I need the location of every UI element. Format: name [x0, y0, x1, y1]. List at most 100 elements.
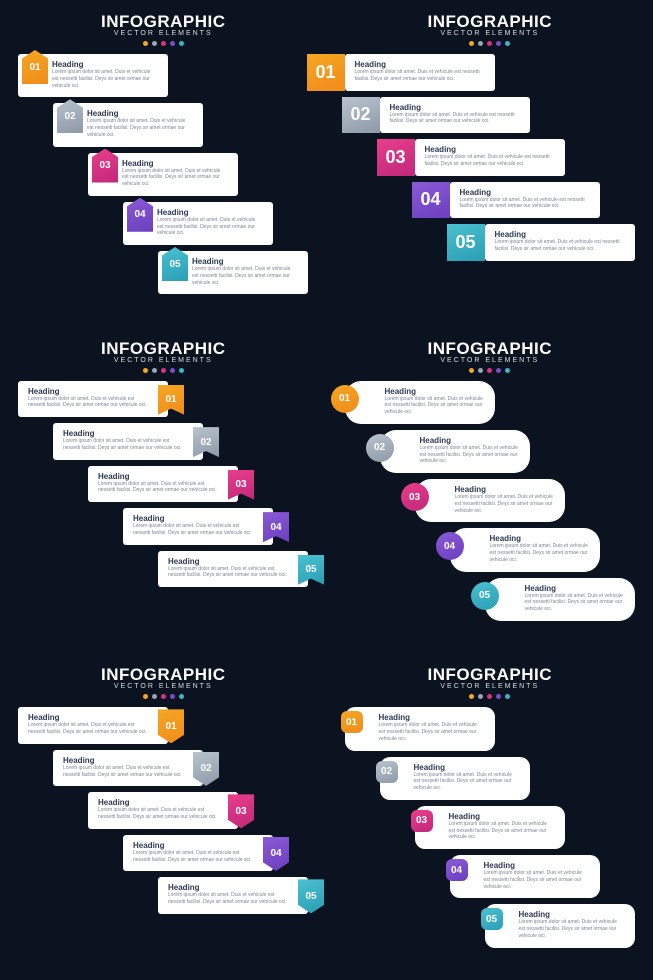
dot — [469, 368, 474, 373]
dot — [179, 41, 184, 46]
title: INFOGRAPHIC — [335, 339, 646, 359]
title: INFOGRAPHIC — [8, 665, 319, 685]
step-heading: Heading — [133, 514, 253, 523]
step-card: 02HeadingLorem ipsum dolor sit amet. Dui… — [53, 423, 203, 460]
step-heading: Heading — [385, 387, 485, 396]
step-body: Lorem ipsum dolor sit amet. Duis et vehi… — [122, 168, 228, 188]
dot — [161, 694, 166, 699]
step-heading: Heading — [449, 812, 555, 821]
step-body: Lorem ipsum dolor sit amet. Duis et vehi… — [385, 396, 485, 416]
step-heading: Heading — [52, 60, 158, 69]
step-body: Lorem ipsum dolor sit amet. Duis et vehi… — [414, 772, 520, 792]
step-body: Lorem ipsum dolor sit amet. Duis et vehi… — [519, 919, 625, 939]
step-heading: Heading — [192, 257, 298, 266]
dot — [143, 368, 148, 373]
step-heading: Heading — [133, 841, 253, 850]
infographic-panel: INFOGRAPHICVECTOR ELEMENTS 01HeadingLorem… — [327, 327, 653, 654]
panel-header: INFOGRAPHICVECTOR ELEMENTS — [335, 12, 646, 46]
step-body: Lorem ipsum dolor sit amet. Duis et vehi… — [63, 438, 183, 452]
step-card: 01HeadingLorem ipsum dolor sit amet. Dui… — [18, 707, 168, 744]
step-card: 04HeadingLorem ipsum dolor sit amet. Dui… — [450, 855, 600, 898]
step-card: 05HeadingLorem ipsum dolor sit amet. Dui… — [485, 904, 635, 947]
step-card: 03HeadingLorem ipsum dolor sit amet. Dui… — [88, 466, 238, 503]
panel-header: INFOGRAPHICVECTOR ELEMENTS — [8, 12, 319, 46]
step-heading: Heading — [460, 188, 590, 197]
dot — [496, 694, 501, 699]
panel-header: INFOGRAPHICVECTOR ELEMENTS — [335, 339, 646, 373]
step-number-badge: 03 — [377, 139, 415, 176]
step-card: 05HeadingLorem ipsum dolor sit amet. Dui… — [158, 551, 308, 588]
subtitle: VECTOR ELEMENTS — [335, 357, 646, 364]
step-number-badge: 01 — [22, 50, 48, 84]
dot — [170, 41, 175, 46]
step-body: Lorem ipsum dolor sit amet. Duis et vehi… — [28, 396, 148, 410]
step-number-badge: 04 — [127, 198, 153, 232]
step-card: 03HeadingLorem ipsum dolor sit amet. Dui… — [415, 479, 565, 522]
subtitle: VECTOR ELEMENTS — [8, 683, 319, 690]
step-heading: Heading — [495, 230, 625, 239]
step-body: Lorem ipsum dolor sit amet. Duis et vehi… — [28, 722, 148, 736]
step-card: 05HeadingLorem ipsum dolor sit amet. Dui… — [158, 251, 308, 294]
panel-header: INFOGRAPHICVECTOR ELEMENTS — [8, 339, 319, 373]
step-body: Lorem ipsum dolor sit amet. Duis et vehi… — [420, 445, 520, 465]
step-heading: Heading — [157, 208, 263, 217]
dot — [478, 694, 483, 699]
dot — [496, 368, 501, 373]
dot — [487, 368, 492, 373]
step-body: Lorem ipsum dolor sit amet. Duis et vehi… — [460, 197, 590, 211]
step-card: 05HeadingLorem ipsum dolor sit amet. Dui… — [158, 877, 308, 914]
panel-header: INFOGRAPHICVECTOR ELEMENTS — [8, 665, 319, 699]
step-card: 04HeadingLorem ipsum dolor sit amet. Dui… — [123, 202, 273, 245]
step-card: 05HeadingLorem ipsum dolor sit amet. Dui… — [485, 578, 635, 621]
step-number-badge: 03 — [228, 470, 254, 500]
dot — [505, 368, 510, 373]
dot — [152, 694, 157, 699]
step-body: Lorem ipsum dolor sit amet. Duis et vehi… — [168, 892, 288, 906]
infographic-panel: INFOGRAPHICVECTOR ELEMENTS01HeadingLorem… — [0, 327, 327, 654]
step-card: 02HeadingLorem ipsum dolor sit amet. Dui… — [380, 97, 530, 134]
step-heading: Heading — [168, 557, 288, 566]
step-heading: Heading — [455, 485, 555, 494]
step-card: 03HeadingLorem ipsum dolor sit amet. Dui… — [88, 153, 238, 196]
step-number-badge: 04 — [436, 532, 464, 560]
step-number-badge: 04 — [446, 859, 468, 881]
dot — [170, 368, 175, 373]
step-card: 01HeadingLorem ipsum dolor sit amet. Dui… — [345, 381, 495, 424]
infographic-panel: INFOGRAPHICVECTOR ELEMENTS01HeadingLorem… — [327, 653, 653, 980]
dot — [143, 41, 148, 46]
step-number-badge: 04 — [263, 512, 289, 542]
dot — [170, 694, 175, 699]
step-card: 03HeadingLorem ipsum dolor sit amet. Dui… — [415, 139, 565, 176]
dots-row — [8, 368, 319, 373]
step-number-badge: 04 — [263, 837, 289, 871]
step-body: Lorem ipsum dolor sit amet. Duis et vehi… — [484, 870, 590, 890]
step-heading: Heading — [63, 429, 183, 438]
title: INFOGRAPHIC — [8, 339, 319, 359]
step-heading: Heading — [63, 756, 183, 765]
step-body: Lorem ipsum dolor sit amet. Duis et vehi… — [157, 217, 263, 237]
title: INFOGRAPHIC — [8, 12, 319, 32]
step-number-badge: 03 — [92, 149, 118, 183]
step-card: 04HeadingLorem ipsum dolor sit amet. Dui… — [450, 528, 600, 571]
step-number-badge: 02 — [193, 427, 219, 457]
step-card: 02HeadingLorem ipsum dolor sit amet. Dui… — [380, 757, 530, 800]
step-number-badge: 03 — [228, 794, 254, 828]
dot — [469, 41, 474, 46]
step-heading: Heading — [390, 103, 520, 112]
step-heading: Heading — [490, 534, 590, 543]
step-number-badge: 05 — [298, 879, 324, 913]
step-number-badge: 02 — [376, 761, 398, 783]
dots-row — [335, 368, 646, 373]
step-number-badge: 02 — [366, 434, 394, 462]
step-heading: Heading — [414, 763, 520, 772]
infographic-panel: INFOGRAPHICVECTOR ELEMENTS01HeadingLorem… — [0, 0, 327, 327]
step-number-badge: 03 — [401, 483, 429, 511]
step-card: 04HeadingLorem ipsum dolor sit amet. Dui… — [123, 835, 273, 872]
step-heading: Heading — [525, 584, 625, 593]
step-number-badge: 04 — [412, 182, 450, 219]
step-body: Lorem ipsum dolor sit amet. Duis et vehi… — [355, 69, 485, 83]
step-body: Lorem ipsum dolor sit amet. Duis et vehi… — [98, 807, 218, 821]
step-body: Lorem ipsum dolor sit amet. Duis et vehi… — [495, 239, 625, 253]
step-number-badge: 05 — [298, 555, 324, 585]
step-heading: Heading — [425, 145, 555, 154]
